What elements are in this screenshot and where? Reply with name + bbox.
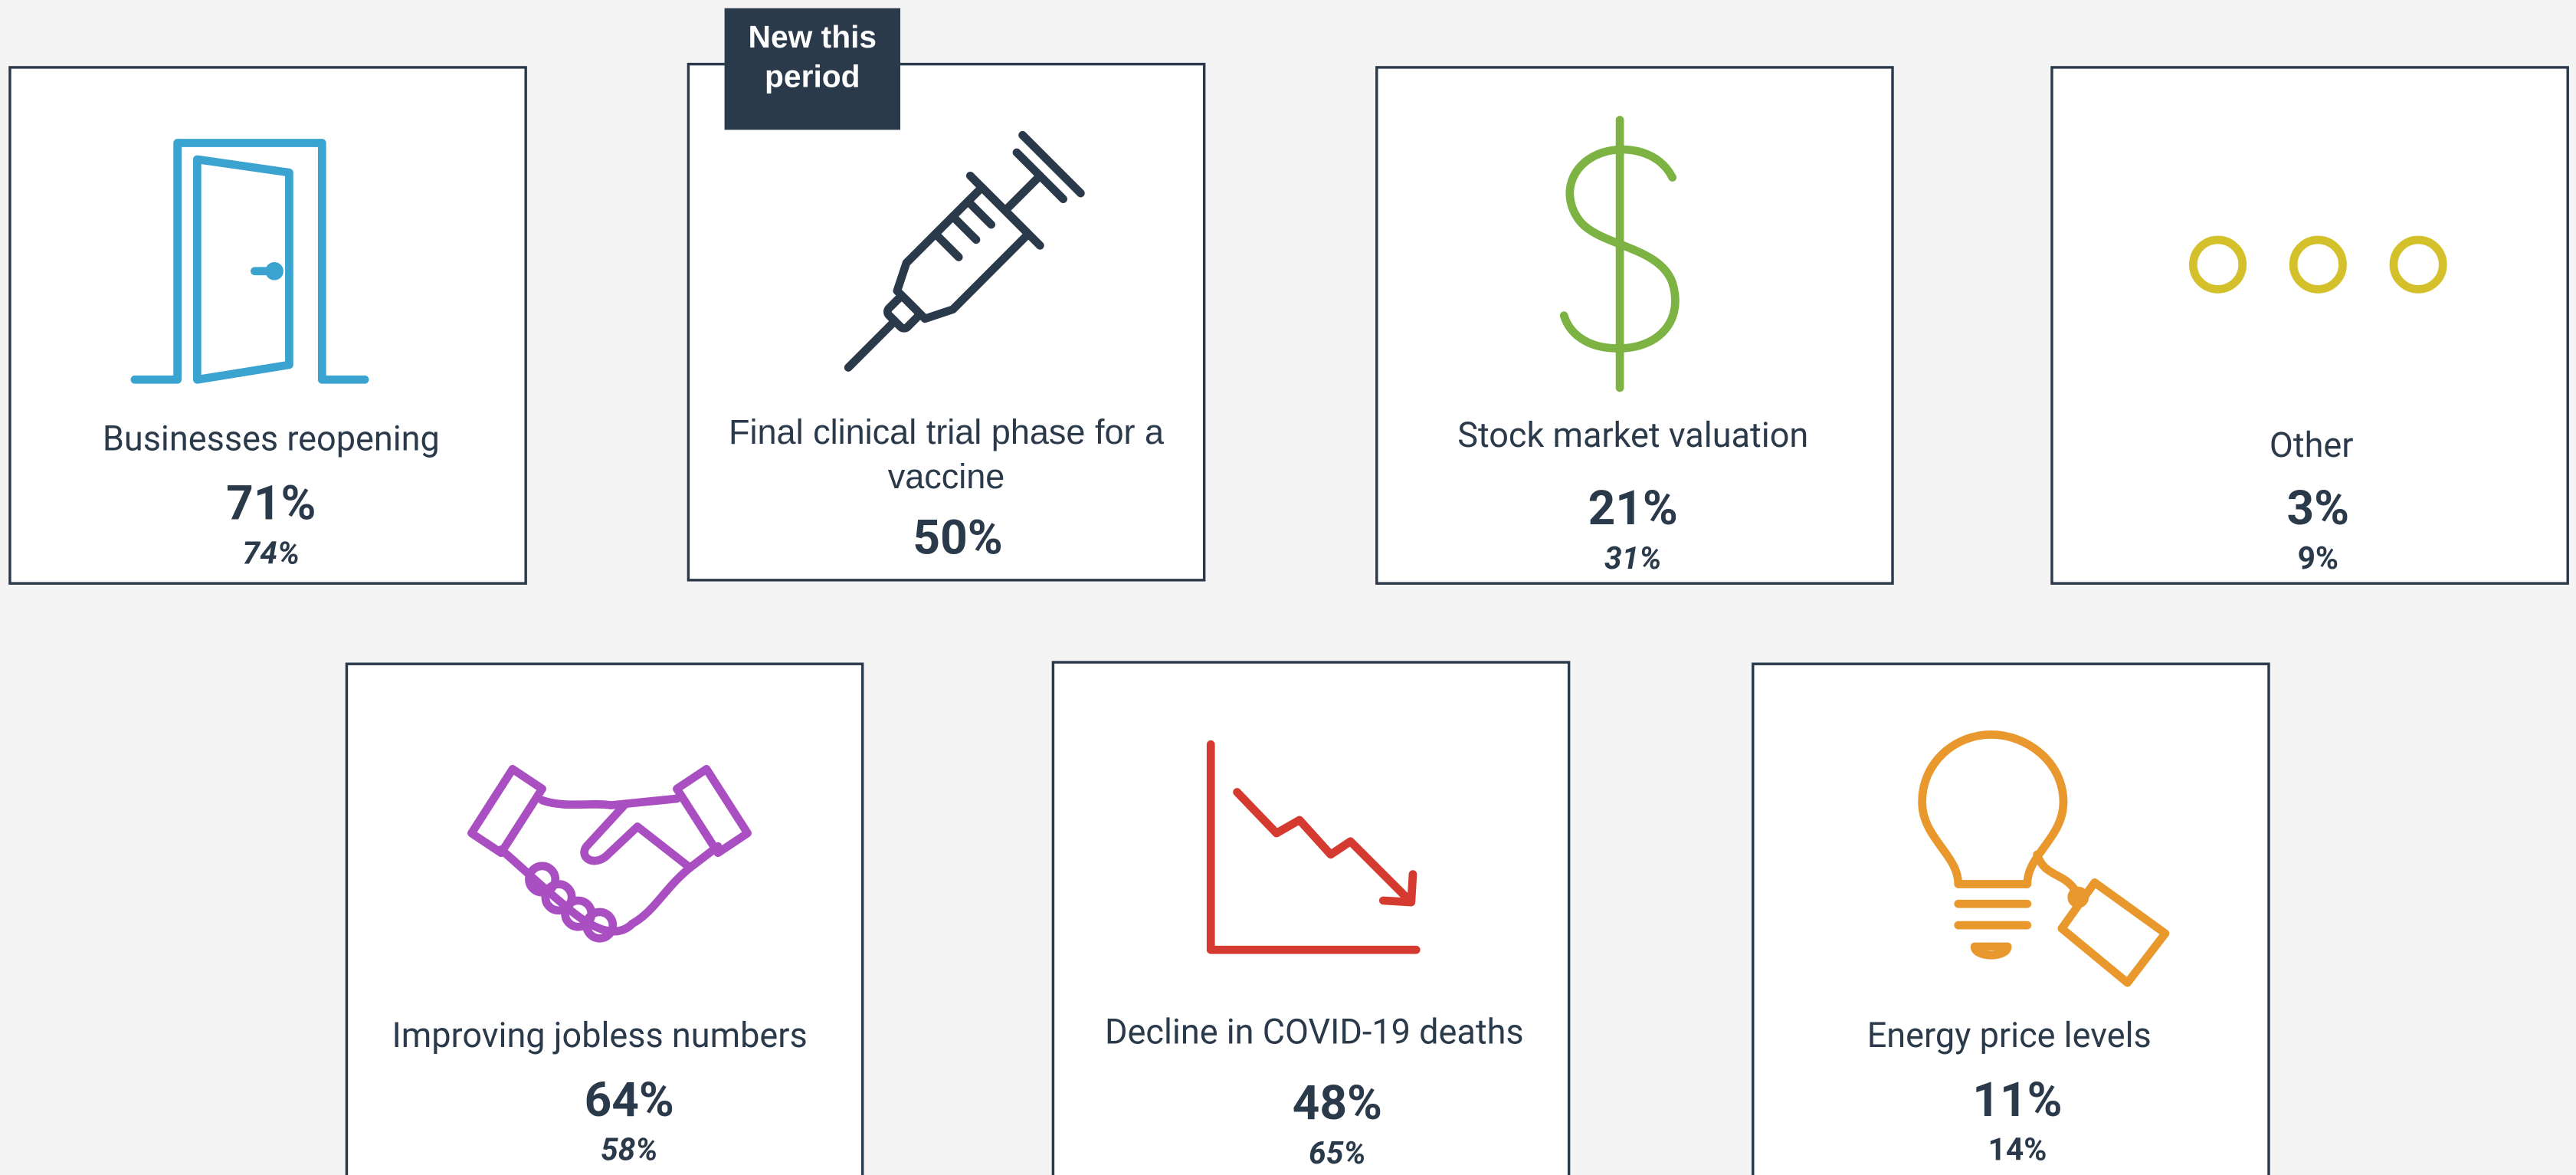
syringe-icon (844, 130, 1085, 372)
card-value: 11% (1972, 1072, 2062, 1128)
card-label: Stock market valuation (1457, 415, 1808, 455)
card-value: 21% (1588, 481, 1678, 537)
handshake-icon (467, 765, 752, 943)
card-label: Energy price levels (1867, 1015, 2152, 1055)
card (8, 66, 527, 585)
card-previous: 74% (243, 534, 300, 571)
card-value: 3% (2287, 481, 2350, 537)
card-label: Improving jobless numbers (392, 1015, 808, 1055)
dollar-icon (1559, 116, 1680, 392)
badge-text: New this period (748, 21, 877, 96)
card (687, 62, 1206, 582)
card-previous: 9% (2298, 540, 2338, 576)
card (1752, 662, 2270, 1175)
card-label: Decline in COVID-19 deaths (1105, 1011, 1524, 1052)
card-value: 48% (1293, 1075, 1382, 1131)
card-previous: 65% (1309, 1134, 1366, 1171)
badge: New this period (748, 21, 877, 96)
card-previous: 14% (1988, 1131, 2047, 1168)
decline-chart-icon (1206, 740, 1421, 954)
card-label: Final clinical trial phase for a vaccine (728, 414, 1165, 497)
dots-icon (2189, 235, 2447, 294)
card-value: 64% (585, 1072, 674, 1128)
card (345, 662, 864, 1175)
card-previous: 58% (601, 1131, 658, 1168)
card-value: 50% (913, 510, 1002, 566)
badge-bg (724, 8, 901, 130)
door-icon (130, 139, 369, 384)
bulb-icon (1918, 730, 2170, 987)
card (1051, 661, 1571, 1175)
card (2050, 66, 2569, 585)
card-previous: 31% (1604, 540, 1662, 576)
card-label: Other (2270, 425, 2354, 465)
card-value: 71% (226, 476, 316, 532)
card-label: Businesses reopening (103, 418, 440, 458)
card-label-box: Final clinical trial phase for a vaccine (728, 414, 1165, 497)
